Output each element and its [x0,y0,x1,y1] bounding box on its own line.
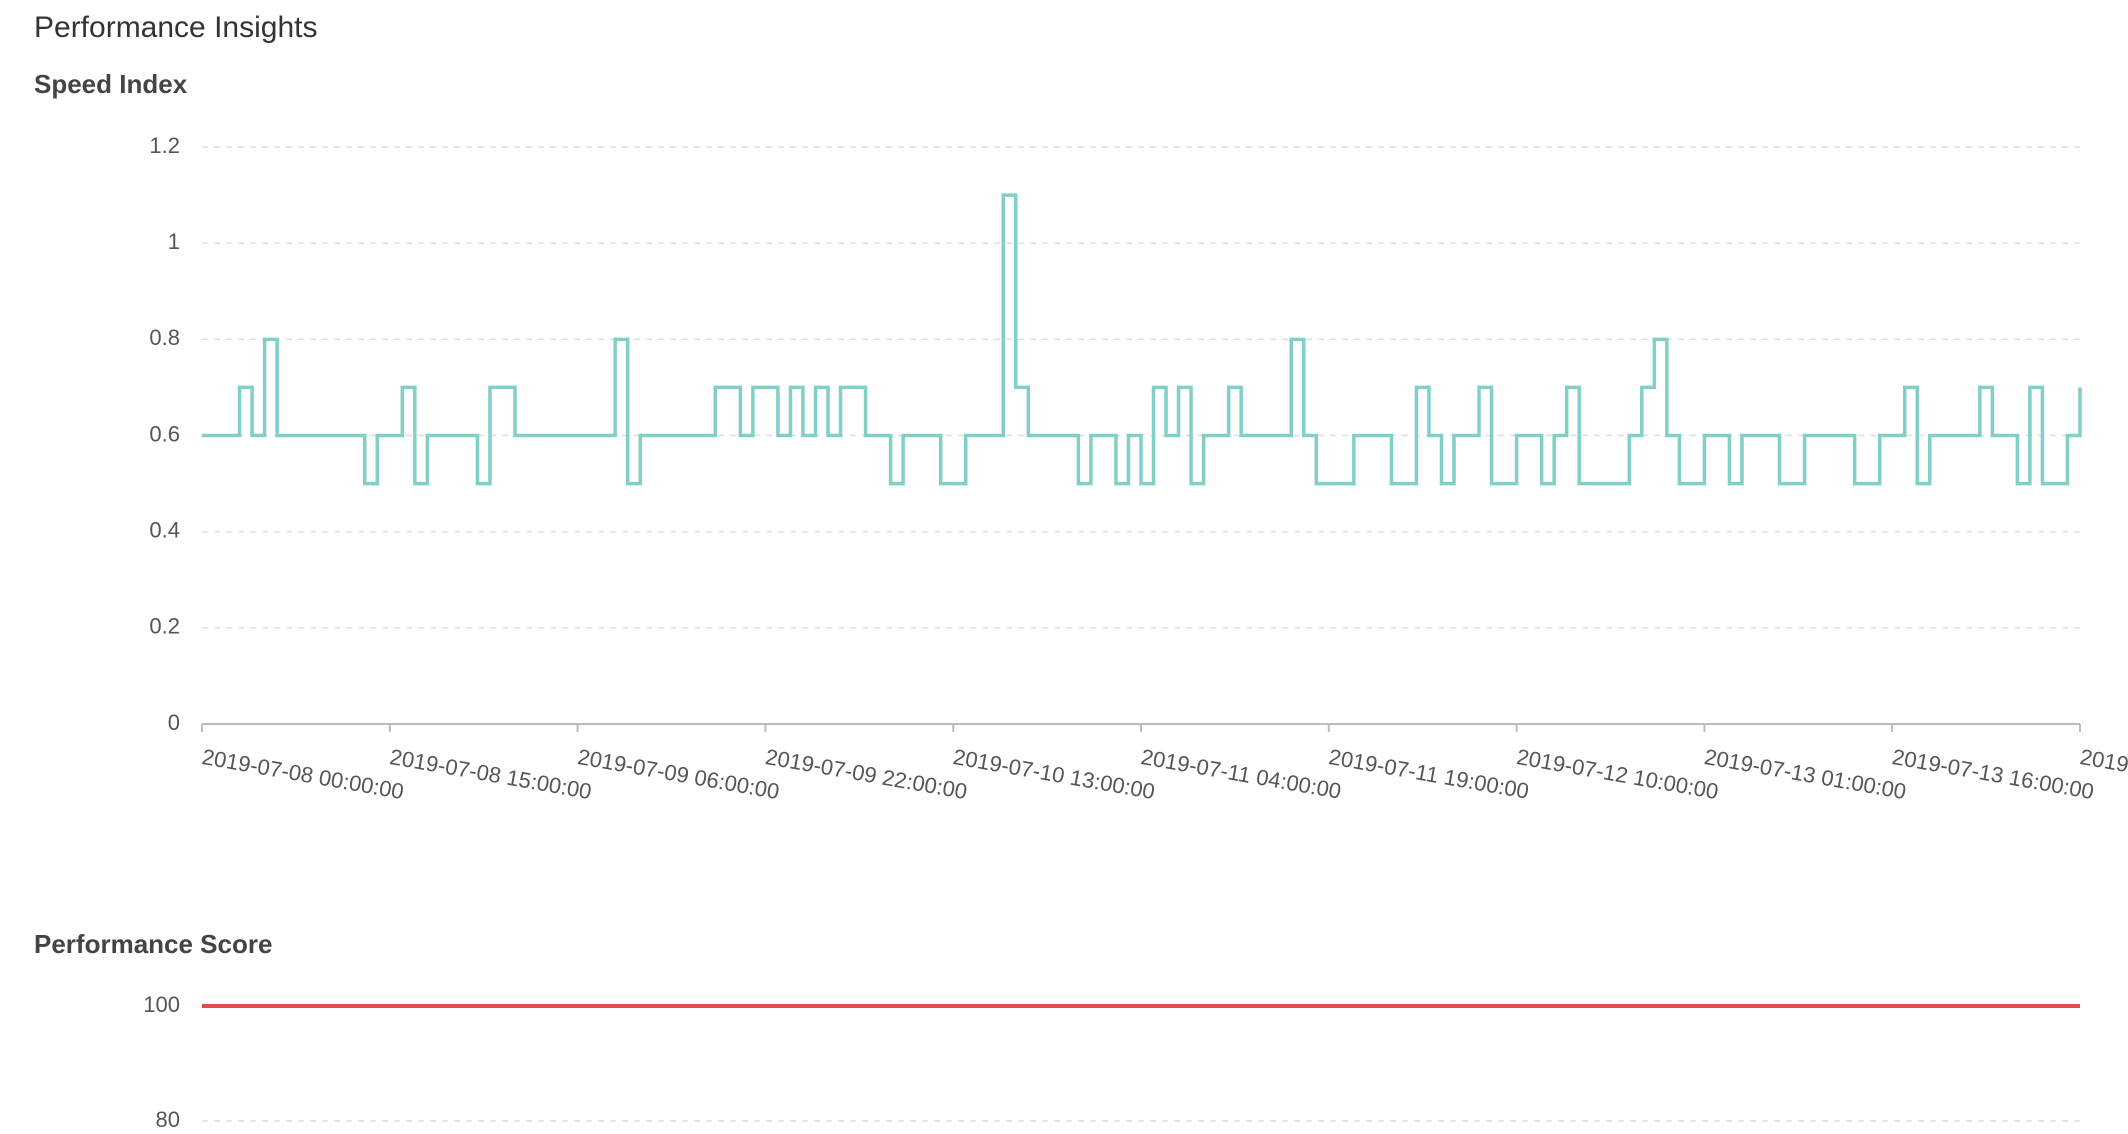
x-tick-label: 2019-07-13 01:00:00 [1703,744,1909,804]
x-tick-label: 2019-07-08 00:00:00 [200,744,406,804]
chart: Speed Index 0 0.2 0.4 0.6 0.8 1 1.2 2019-07-08 0… [34,69,2128,804]
y-tick-label: 1 [168,229,180,254]
y-tick-label: 0.4 [149,517,180,542]
x-tick-label: 2019-07-11 04:00:00 [1139,744,1343,804]
y-tick-label: 80 [156,1107,180,1132]
series-line [202,193,2082,486]
x-tick-label: 2019-07-09 22:00:00 [764,744,970,804]
y-tick-label: 0 [168,710,180,735]
x-tick-label: 2019-07-10 13:00:00 [951,744,1157,804]
x-tick-label: 2019-07-11 19:00:00 [1327,744,1531,804]
y-tick-label: 0.8 [149,325,180,350]
x-tick-label: 2019-07-08 15:00:00 [388,744,594,804]
y-tick-label: 0.2 [149,614,180,639]
chart: Performance Score 80 100 [34,929,2080,1132]
y-tick-label: 0.6 [149,421,180,446]
x-tick-label: 2019-07-13 16:00:00 [1890,744,2096,804]
chart-title: Speed Index [34,69,188,99]
chart-title: Performance Score [34,929,272,959]
y-tick-label: 100 [143,992,180,1017]
y-tick-label: 1.2 [149,133,180,158]
x-tick-label: 2019-07-12 10:00:00 [1515,744,1721,804]
page-title: Performance Insights [34,11,317,44]
x-tick-label: 2019-07-09 06:00:00 [576,744,782,804]
